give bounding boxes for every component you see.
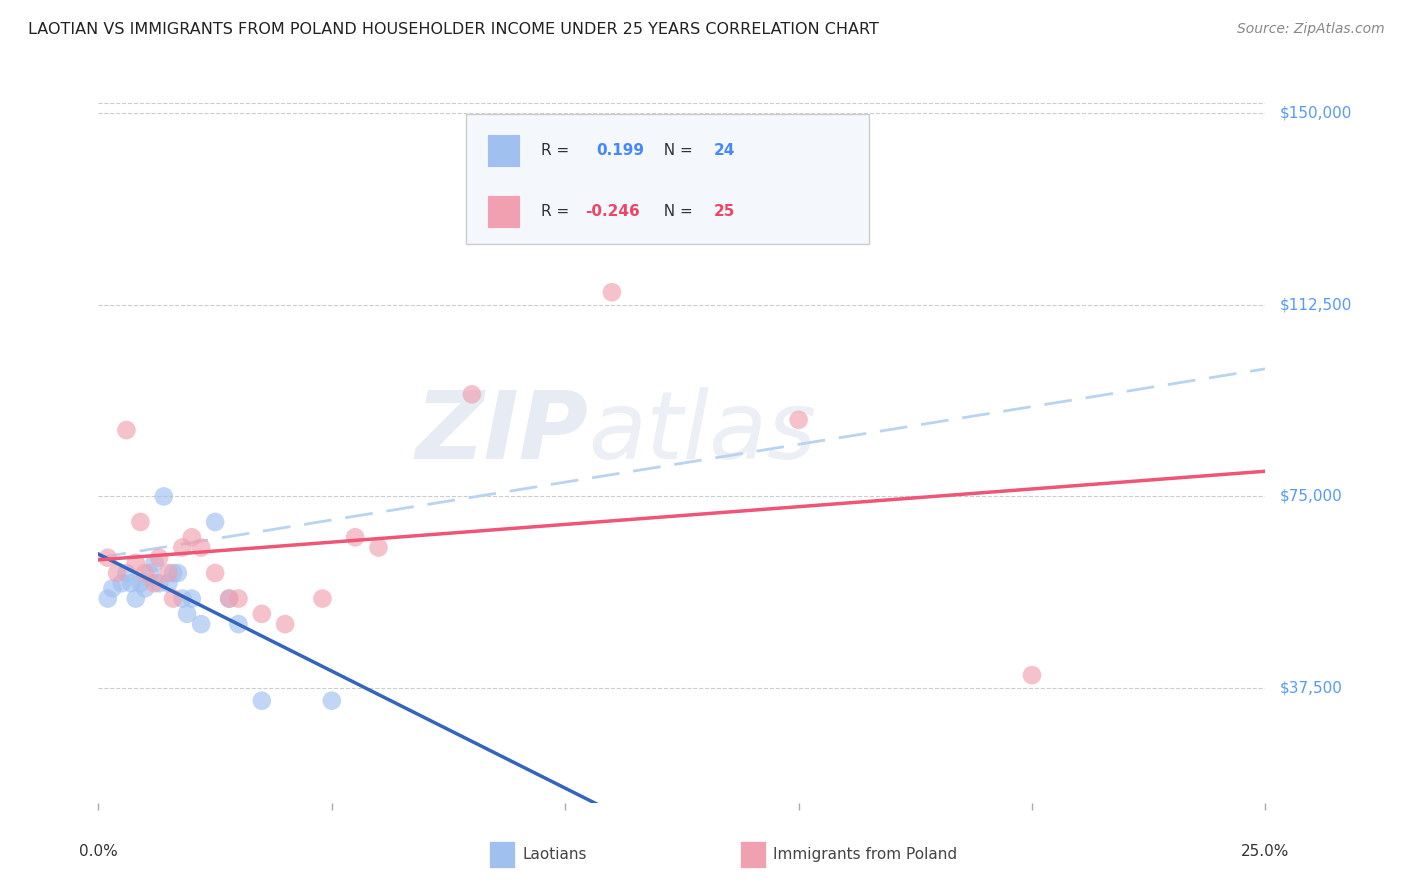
FancyBboxPatch shape <box>489 841 515 868</box>
Text: ZIP: ZIP <box>416 386 589 479</box>
Text: 0.199: 0.199 <box>596 143 645 158</box>
Point <box>97 591 120 606</box>
Point <box>218 591 240 606</box>
Point <box>101 582 124 596</box>
Point <box>157 566 180 580</box>
Point <box>367 541 389 555</box>
Point <box>180 530 202 544</box>
Point <box>162 566 184 580</box>
Point <box>204 566 226 580</box>
Point <box>120 576 142 591</box>
Point <box>274 617 297 632</box>
Point <box>148 550 170 565</box>
Text: atlas: atlas <box>589 387 817 478</box>
Point <box>321 694 343 708</box>
Text: $75,000: $75,000 <box>1279 489 1343 504</box>
Text: $150,000: $150,000 <box>1279 106 1351 121</box>
Point <box>190 541 212 555</box>
Point <box>115 423 138 437</box>
Point <box>105 566 128 580</box>
Point <box>344 530 367 544</box>
Point <box>129 576 152 591</box>
Point <box>176 607 198 621</box>
Point <box>134 566 156 580</box>
FancyBboxPatch shape <box>486 134 520 167</box>
Point <box>97 550 120 565</box>
Point <box>152 490 174 504</box>
Text: Laotians: Laotians <box>522 847 586 863</box>
Point <box>461 387 484 401</box>
Text: R =: R = <box>541 143 574 158</box>
Point <box>311 591 333 606</box>
Point <box>180 591 202 606</box>
FancyBboxPatch shape <box>486 194 520 228</box>
Text: -0.246: -0.246 <box>585 204 640 219</box>
Text: N =: N = <box>654 143 697 158</box>
Point <box>600 285 623 300</box>
Point <box>190 617 212 632</box>
Point <box>143 576 166 591</box>
Point <box>228 591 250 606</box>
Text: 25.0%: 25.0% <box>1241 844 1289 859</box>
Text: $112,500: $112,500 <box>1279 297 1351 312</box>
Point <box>157 576 180 591</box>
Point <box>129 515 152 529</box>
Point <box>172 541 194 555</box>
FancyBboxPatch shape <box>465 114 869 244</box>
Point <box>162 591 184 606</box>
Text: Immigrants from Poland: Immigrants from Poland <box>773 847 957 863</box>
Point <box>204 515 226 529</box>
Point <box>250 694 273 708</box>
Point <box>787 413 810 427</box>
Text: 25: 25 <box>713 204 735 219</box>
Point <box>1021 668 1043 682</box>
Point <box>134 582 156 596</box>
Text: Source: ZipAtlas.com: Source: ZipAtlas.com <box>1237 22 1385 37</box>
Point <box>143 556 166 570</box>
Point <box>166 566 188 580</box>
Point <box>115 566 138 580</box>
Point <box>111 576 134 591</box>
Point <box>228 617 250 632</box>
Point <box>139 566 162 580</box>
Text: 0.0%: 0.0% <box>79 844 118 859</box>
Text: R =: R = <box>541 204 574 219</box>
Text: LAOTIAN VS IMMIGRANTS FROM POLAND HOUSEHOLDER INCOME UNDER 25 YEARS CORRELATION : LAOTIAN VS IMMIGRANTS FROM POLAND HOUSEH… <box>28 22 879 37</box>
Point <box>148 576 170 591</box>
Point <box>250 607 273 621</box>
Point <box>125 591 148 606</box>
Text: N =: N = <box>654 204 697 219</box>
Text: $37,500: $37,500 <box>1279 681 1343 696</box>
Point <box>218 591 240 606</box>
FancyBboxPatch shape <box>741 841 766 868</box>
Point <box>125 556 148 570</box>
Text: 24: 24 <box>713 143 735 158</box>
Point <box>172 591 194 606</box>
